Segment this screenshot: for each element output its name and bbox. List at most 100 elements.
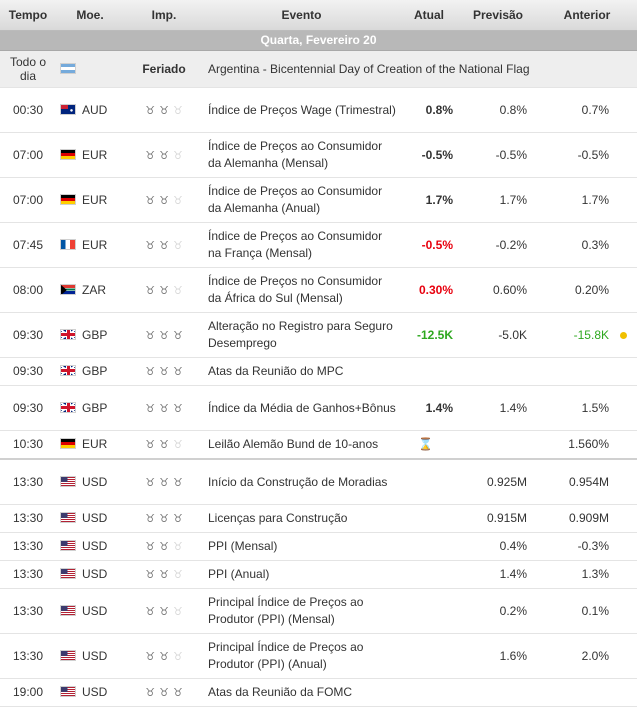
event-time: 07:00 — [0, 132, 56, 178]
table-row[interactable]: 07:45 EUR ♉ ♉ ♉ Índice de Preços ao Consumido… — [0, 222, 637, 268]
holiday-label: Feriado — [124, 50, 204, 88]
header-time[interactable]: Tempo — [0, 0, 56, 31]
bull-icon: ♉ — [145, 194, 156, 207]
event-actual: 0.30% — [399, 267, 459, 313]
bull-icon: ♉ — [159, 605, 169, 618]
table-row[interactable]: 10:30 EUR ♉ ♉ ♉ Leilão Alemão Bund de 10-anos… — [0, 430, 637, 460]
importance-rating: ♉ ♉ ♉ — [124, 459, 204, 505]
table-row[interactable]: 13:30 USD ♉ ♉ ♉ Licenças para Construção 0.915… — [0, 504, 637, 533]
event-name[interactable]: Alteração no Registro para Seguro Desemp… — [204, 312, 399, 358]
event-actual: -0.5% — [399, 132, 459, 178]
bull-icon: ♉ — [159, 104, 169, 117]
bull-icon: ♉ — [172, 605, 183, 618]
event-actual — [399, 357, 459, 386]
event-previous: 1.560% — [537, 430, 637, 460]
event-actual — [399, 588, 459, 634]
currency-code: GBP — [82, 364, 108, 378]
bull-icon: ♉ — [145, 402, 156, 415]
bull-icon: ♉ — [172, 284, 183, 297]
currency-code: USD — [82, 474, 108, 489]
argentina-flag-icon — [60, 62, 76, 74]
table-row[interactable]: 09:30 GBP ♉ ♉ ♉ Índice da Média de Ganhos+Bôn… — [0, 385, 637, 431]
south-africa-flag-icon — [60, 283, 76, 295]
event-name[interactable]: Atas da Reunião do MPC — [204, 357, 399, 386]
uk-flag-icon — [60, 365, 76, 376]
table-row[interactable]: 13:30 USD ♉ ♉ ♉ Principal Índice de Preços ao… — [0, 588, 637, 634]
event-name[interactable]: Índice de Preços no Consumidor da África… — [204, 267, 399, 313]
event-forecast: 0.60% — [459, 267, 537, 313]
previous-value: -0.3% — [577, 539, 609, 553]
table-row[interactable]: 07:00 EUR ♉ ♉ ♉ Índice de Preços ao Consumido… — [0, 177, 637, 223]
event-name[interactable]: Índice da Média de Ganhos+Bônus — [204, 385, 399, 431]
holiday-event[interactable]: Argentina - Bicentennial Day of Creation… — [204, 50, 637, 88]
event-actual: -0.5% — [399, 222, 459, 268]
event-forecast: 1.7% — [459, 177, 537, 223]
table-row[interactable]: 08:00 ZAR ♉ ♉ ♉ Índice de Preços no Consumido… — [0, 267, 637, 313]
event-name[interactable]: Índice de Preços ao Consumidor da Aleman… — [204, 177, 399, 223]
event-name[interactable]: Licenças para Construção — [204, 504, 399, 533]
table-row[interactable]: 13:30 USD ♉ ♉ ♉ PPI (Anual) 1.4% 1.3% — [0, 560, 637, 589]
bull-icon: ♉ — [145, 650, 156, 663]
usa-flag-icon — [60, 604, 76, 616]
table-row[interactable]: 09:30 GBP ♉ ♉ ♉ Atas da Reunião do MPC — [0, 357, 637, 386]
header-forecast[interactable]: Previsão — [459, 0, 537, 31]
previous-value: 0.20% — [574, 282, 609, 297]
event-name[interactable]: Índice de Preços Wage (Trimestral) — [204, 87, 399, 133]
importance-rating: ♉ ♉ ♉ — [124, 222, 204, 268]
importance-rating: ♉ ♉ ♉ — [124, 588, 204, 634]
event-name[interactable]: PPI (Mensal) — [204, 532, 399, 561]
currency-code: AUD — [82, 102, 108, 117]
table-row[interactable]: 19:00 USD ♉ ♉ ♉ Atas da Reunião da FOMC — [0, 678, 637, 707]
bull-icon: ♉ — [145, 329, 156, 342]
importance-rating: ♉ ♉ ♉ — [124, 430, 204, 460]
event-forecast — [459, 357, 537, 386]
event-name[interactable]: Leilão Alemão Bund de 10-anos — [204, 430, 399, 460]
actual-value: 1.7% — [425, 192, 453, 207]
actual-value: -0.5% — [421, 147, 453, 162]
event-name[interactable]: Início da Construção de Moradias — [204, 459, 399, 505]
event-time: 00:30 — [0, 87, 56, 133]
bull-icon: ♉ — [145, 687, 156, 699]
bull-icon: ♉ — [172, 402, 183, 415]
currency-code: USD — [82, 539, 108, 553]
event-name[interactable]: Atas da Reunião da FOMC — [204, 678, 399, 707]
header-actual[interactable]: Atual — [399, 0, 459, 31]
revised-dot-icon[interactable] — [620, 332, 627, 339]
bull-icon: ♉ — [145, 541, 156, 553]
header-importance[interactable]: Imp. — [124, 0, 204, 31]
bull-icon: ♉ — [159, 687, 169, 699]
event-name[interactable]: Índice de Preços ao Consumidor da Aleman… — [204, 132, 399, 178]
bull-icon: ♉ — [159, 194, 169, 207]
header-previous[interactable]: Anterior — [537, 0, 637, 31]
event-actual: 1.7% — [399, 177, 459, 223]
bull-icon: ♉ — [159, 513, 169, 525]
bull-icon: ♉ — [159, 284, 169, 297]
event-forecast: 0.925M — [459, 459, 537, 505]
importance-rating: ♉ ♉ ♉ — [124, 87, 204, 133]
previous-value: 0.3% — [581, 237, 609, 252]
table-row[interactable]: 13:30 USD ♉ ♉ ♉ PPI (Mensal) 0.4% -0.3% — [0, 532, 637, 561]
actual-value: -0.5% — [421, 237, 453, 252]
previous-value: 1.3% — [581, 567, 609, 581]
table-row[interactable]: 13:30 USD ♉ ♉ ♉ Principal Índice de Preços ao… — [0, 633, 637, 679]
table-row[interactable]: 13:30 USD ♉ ♉ ♉ Início da Construção de Morad… — [0, 459, 637, 505]
event-name[interactable]: Principal Índice de Preços ao Produtor (… — [204, 633, 399, 679]
bull-icon: ♉ — [172, 329, 183, 342]
event-previous: 2.0% — [537, 633, 637, 679]
header-currency[interactable]: Moe. — [56, 0, 124, 31]
event-time: 09:30 — [0, 312, 56, 358]
event-actual: 0.8% — [399, 87, 459, 133]
table-row[interactable]: 00:30 AUD ♉ ♉ ♉ Índice de Preços Wage (Trimes… — [0, 87, 637, 133]
event-name[interactable]: Índice de Preços ao Consumidor na França… — [204, 222, 399, 268]
holiday-row[interactable]: Todo o dia Feriado Argentina - Bicentenn… — [0, 50, 637, 88]
event-name[interactable]: PPI (Anual) — [204, 560, 399, 589]
bull-icon: ♉ — [172, 239, 183, 252]
event-time: 13:30 — [0, 504, 56, 533]
header-event[interactable]: Evento — [204, 0, 399, 31]
table-row[interactable]: 07:00 EUR ♉ ♉ ♉ Índice de Preços ao Consumido… — [0, 132, 637, 178]
table-row[interactable]: 09:30 GBP ♉ ♉ ♉ Alteração no Registro para Se… — [0, 312, 637, 358]
event-previous: 0.1% — [537, 588, 637, 634]
event-name[interactable]: Principal Índice de Preços ao Produtor (… — [204, 588, 399, 634]
event-previous — [537, 357, 637, 386]
bull-icon: ♉ — [145, 569, 156, 581]
